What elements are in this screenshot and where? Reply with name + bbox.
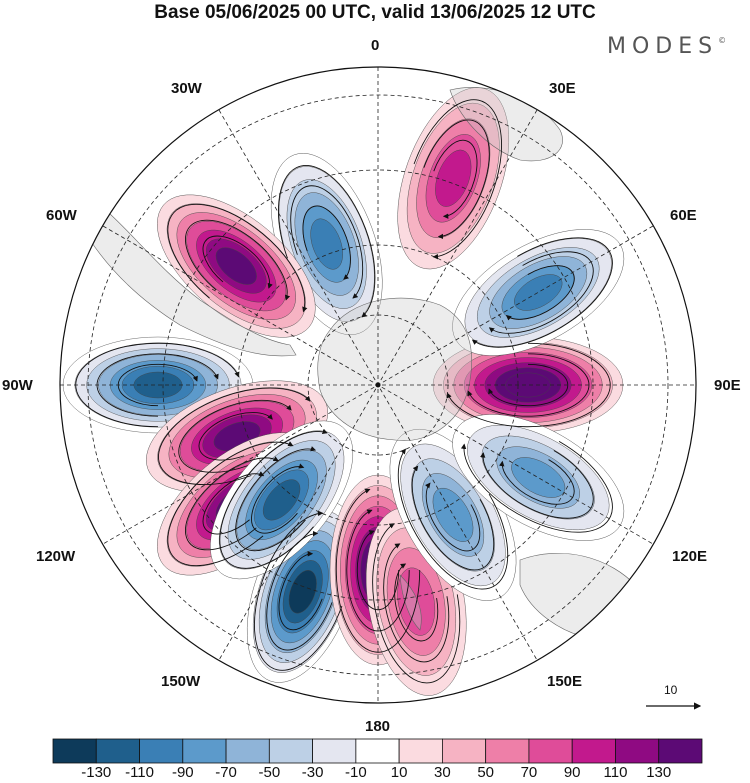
streamline	[184, 456, 279, 551]
wind-streamlines	[75, 99, 613, 684]
colorbar-tick-label: -110	[125, 764, 154, 781]
chart-title: Base 05/06/2025 00 UTC, valid 13/06/2025…	[154, 2, 596, 23]
lon-label-150e: 150E	[547, 673, 583, 690]
lon-label-150w: 150W	[161, 673, 201, 690]
colorbar-tick-label: 90	[563, 764, 581, 781]
lon-label-30e: 30E	[549, 80, 576, 97]
lon-label-30w: 30W	[171, 80, 202, 97]
modes-logo: MODES©	[607, 34, 726, 59]
streamline	[499, 459, 575, 505]
lon-label-90e: 90E	[714, 377, 741, 394]
lon-label-60e: 60E	[670, 207, 697, 224]
anomaly-contour	[435, 149, 472, 207]
lon-label-120e: 120E	[672, 548, 708, 565]
colorbar-tick-label: -50	[258, 764, 281, 781]
colorbar-swatch	[571, 738, 616, 764]
colorbar-swatch	[485, 738, 530, 764]
streamline	[202, 471, 265, 535]
streamline	[254, 510, 343, 671]
copyright-mark: ©	[718, 36, 727, 45]
lon-label-180: 180	[365, 718, 391, 735]
streamline	[278, 551, 323, 631]
streamline	[488, 363, 569, 407]
colorbar-swatch	[312, 738, 357, 764]
streamline	[335, 488, 421, 653]
colorbar-tick-label: 30	[434, 764, 451, 781]
streamline	[184, 219, 291, 301]
lon-label-60w: 60W	[46, 207, 77, 224]
colorbar-swatch	[139, 738, 184, 764]
lon-label-90w: 90W	[2, 377, 33, 394]
streamline	[75, 342, 240, 428]
colorbar-tick-label: -70	[215, 764, 237, 781]
brand-name: MODES	[607, 34, 719, 59]
streamline	[290, 185, 364, 299]
streamline	[425, 482, 481, 552]
colorbar	[52, 738, 703, 764]
colorbar-swatch	[615, 738, 660, 764]
streamline	[346, 509, 410, 632]
anomaly-contour	[262, 479, 301, 521]
streamline	[383, 543, 450, 663]
colorbar-tick-label: 50	[477, 764, 494, 781]
streamline	[117, 363, 198, 407]
streamline	[394, 563, 439, 642]
reference-vector-label: 10	[664, 683, 678, 697]
streamline	[235, 446, 317, 552]
streamline	[433, 139, 478, 219]
map-disk	[60, 67, 696, 703]
colorbar-tick-label: -30	[301, 764, 324, 781]
colorbar-swatch	[225, 738, 270, 764]
colorbar-tick-label: 70	[520, 764, 538, 781]
colorbar-tick-label: -130	[81, 764, 112, 781]
streamline	[372, 523, 461, 684]
lon-label-120w: 120W	[36, 548, 76, 565]
colorbar-swatch	[441, 738, 487, 764]
colorbar-swatch	[95, 738, 140, 764]
colorbar-swatch	[52, 738, 97, 764]
streamline	[505, 265, 575, 321]
streamline	[460, 440, 613, 533]
streamline	[480, 450, 594, 519]
colorbar-tick-label: -90	[171, 764, 194, 781]
streamline	[471, 237, 613, 348]
anomaly-contour	[215, 247, 257, 285]
land-masses	[89, 87, 643, 641]
lon-label-0: 0	[371, 37, 380, 54]
streamline	[488, 251, 594, 334]
colorbar-swatch	[268, 738, 314, 764]
colorbar-swatch	[658, 738, 703, 764]
streamline	[413, 99, 502, 260]
streamline	[202, 235, 273, 289]
colorbar-swatch	[355, 738, 400, 764]
streamline	[198, 412, 273, 461]
antarctica-land	[317, 297, 472, 441]
streamline	[467, 353, 590, 417]
colorbar-swatch	[398, 738, 443, 764]
polar-map	[59, 66, 702, 710]
colorbar-swatch	[182, 738, 227, 764]
streamline	[446, 342, 611, 428]
streamline	[423, 119, 490, 240]
colorbar-tick-label: 10	[390, 764, 408, 781]
streamline	[167, 441, 294, 567]
colorbar-tick-label: 110	[603, 764, 628, 781]
anomaly-contour	[288, 570, 317, 614]
streamline	[397, 448, 509, 590]
streamline	[278, 165, 376, 318]
streamline	[411, 465, 495, 571]
pole-marker	[375, 382, 381, 388]
map-boundary	[59, 66, 697, 704]
anomaly-contour	[310, 218, 343, 270]
streamline	[302, 205, 351, 280]
colorbar-swatch	[528, 738, 573, 764]
streamline	[96, 353, 219, 417]
south-america-land	[89, 204, 297, 357]
colorbar-tick-label: 130	[646, 764, 672, 781]
new-zealand-land	[399, 574, 422, 631]
streamline	[251, 463, 305, 534]
colorbar-tick-label: -10	[345, 764, 367, 781]
streamline	[167, 203, 308, 313]
